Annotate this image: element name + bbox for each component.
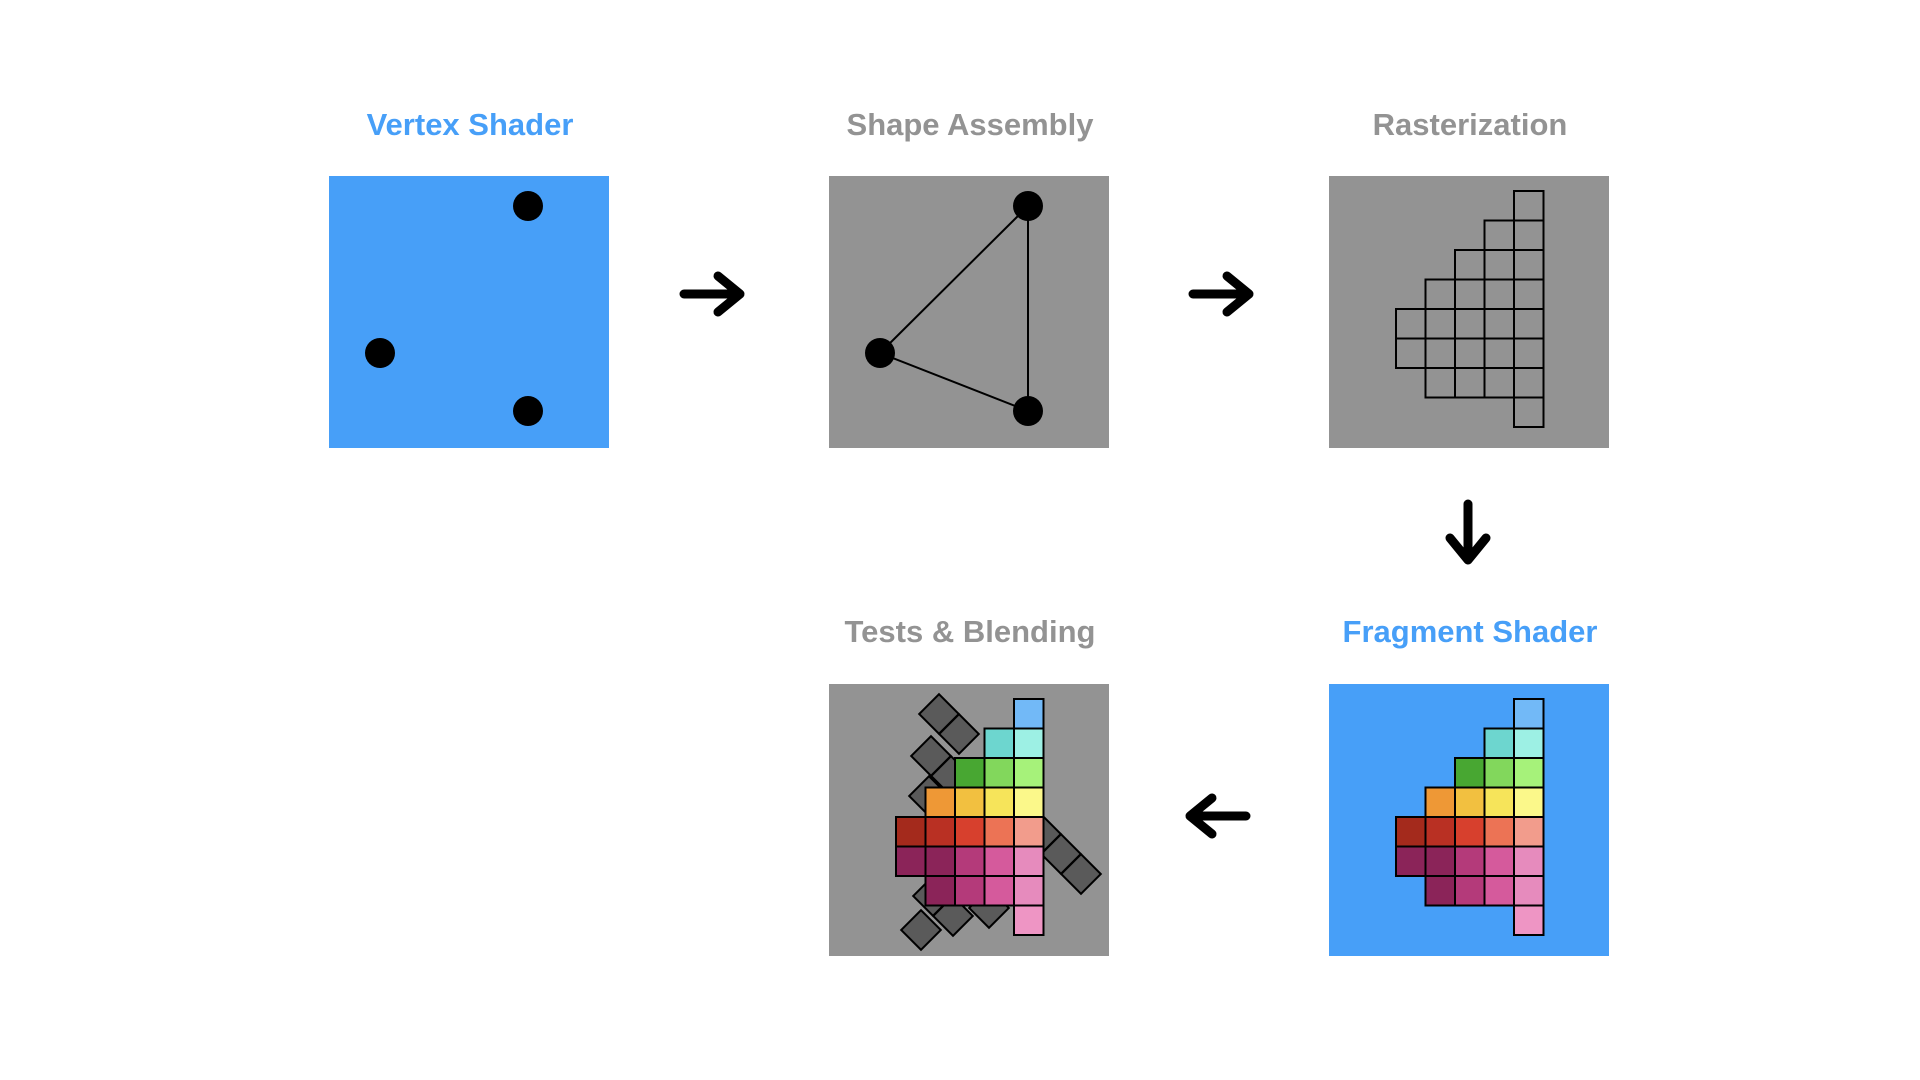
fragment-cell xyxy=(1013,845,1045,877)
fragment-cell xyxy=(1513,816,1545,848)
arrow-right-icon xyxy=(678,268,750,320)
fragment-cell xyxy=(895,816,927,848)
fragment-cell xyxy=(1013,904,1045,936)
fragment-cell xyxy=(954,845,986,877)
rasterization-title: Rasterization xyxy=(1372,107,1568,142)
fragment-cell xyxy=(1483,875,1515,907)
fragment-shader-panel xyxy=(1329,684,1609,956)
tests-blending-title: Tests & Blending xyxy=(844,614,1096,649)
occluder-cell xyxy=(937,712,981,756)
fragment-cell xyxy=(1013,786,1045,818)
fragment-cell xyxy=(983,816,1015,848)
arrow-right-icon xyxy=(1187,268,1259,320)
fragment-cell xyxy=(1424,786,1456,818)
fragment-cell xyxy=(1513,786,1545,818)
fragment-cell xyxy=(1013,816,1045,848)
fragment-cell xyxy=(983,786,1015,818)
raster-cell xyxy=(1513,396,1545,428)
fragment-cell xyxy=(1454,757,1486,789)
shape-assembly-panel xyxy=(829,176,1109,448)
fragment-cell xyxy=(1454,845,1486,877)
fragment-cell xyxy=(1483,786,1515,818)
fragment-cell xyxy=(1013,757,1045,789)
fragment-cell xyxy=(983,727,1015,759)
fragment-cell xyxy=(1454,786,1486,818)
occluder-cell xyxy=(899,908,943,952)
fragment-cell xyxy=(1513,845,1545,877)
fragment-cell xyxy=(1513,698,1545,730)
fragment-cell xyxy=(1513,757,1545,789)
fragment-cell xyxy=(1424,875,1456,907)
fragment-cell xyxy=(954,816,986,848)
fragment-cell xyxy=(924,816,956,848)
vertex-shader-background xyxy=(329,176,609,448)
vertex-point xyxy=(513,191,543,221)
rasterization-panel xyxy=(1329,176,1609,448)
vertex-point xyxy=(365,338,395,368)
fragment-cell xyxy=(1483,757,1515,789)
vertex-shader-title: Vertex Shader xyxy=(366,107,574,142)
fragment-shader-title: Fragment Shader xyxy=(1342,614,1598,649)
fragment-shader-canvas xyxy=(1329,684,1609,956)
fragment-cell xyxy=(1513,727,1545,759)
tests-blending-canvas xyxy=(829,684,1109,956)
fragment-cell xyxy=(1513,904,1545,936)
vertex-point xyxy=(513,396,543,426)
rasterization-canvas xyxy=(1329,176,1609,448)
fragment-cell xyxy=(895,845,927,877)
fragment-cell xyxy=(1513,875,1545,907)
fragment-cell xyxy=(1013,727,1045,759)
fragment-cell xyxy=(1454,816,1486,848)
fragment-cell xyxy=(1424,816,1456,848)
shape-assembly-canvas xyxy=(829,176,1109,448)
vertex-shader-panel xyxy=(329,176,609,448)
fragment-cell xyxy=(983,757,1015,789)
fragment-cell xyxy=(1483,816,1515,848)
vertex-point xyxy=(1013,191,1043,221)
fragment-cell xyxy=(954,875,986,907)
vertex-shader-canvas xyxy=(329,176,609,448)
fragment-cell xyxy=(924,875,956,907)
fragment-cell xyxy=(924,786,956,818)
blended-fragments xyxy=(895,698,1045,936)
fragment-cell xyxy=(1395,816,1427,848)
occluder-cell xyxy=(1059,852,1103,896)
vertex-point xyxy=(1013,396,1043,426)
fragment-cell xyxy=(954,757,986,789)
fragment-cell xyxy=(1424,845,1456,877)
tests-blending-panel xyxy=(829,684,1109,956)
arrow-left-icon xyxy=(1180,790,1252,842)
triangle-outline xyxy=(878,203,1029,413)
fragment-cell xyxy=(983,845,1015,877)
fragment-cell xyxy=(1483,727,1515,759)
fragment-cell xyxy=(1483,845,1515,877)
shape-assembly-title: Shape Assembly xyxy=(846,107,1094,142)
fragment-cell xyxy=(1013,698,1045,730)
fragment-cell xyxy=(1454,875,1486,907)
fragment-cell xyxy=(954,786,986,818)
shape-assembly-background xyxy=(829,176,1109,448)
fragment-cell xyxy=(1013,875,1045,907)
fragment-cell xyxy=(1395,845,1427,877)
arrow-down-icon xyxy=(1442,498,1494,570)
fragment-cell xyxy=(924,845,956,877)
fragment-cell xyxy=(983,875,1015,907)
vertex-point xyxy=(865,338,895,368)
rasterization-background xyxy=(1329,176,1609,448)
